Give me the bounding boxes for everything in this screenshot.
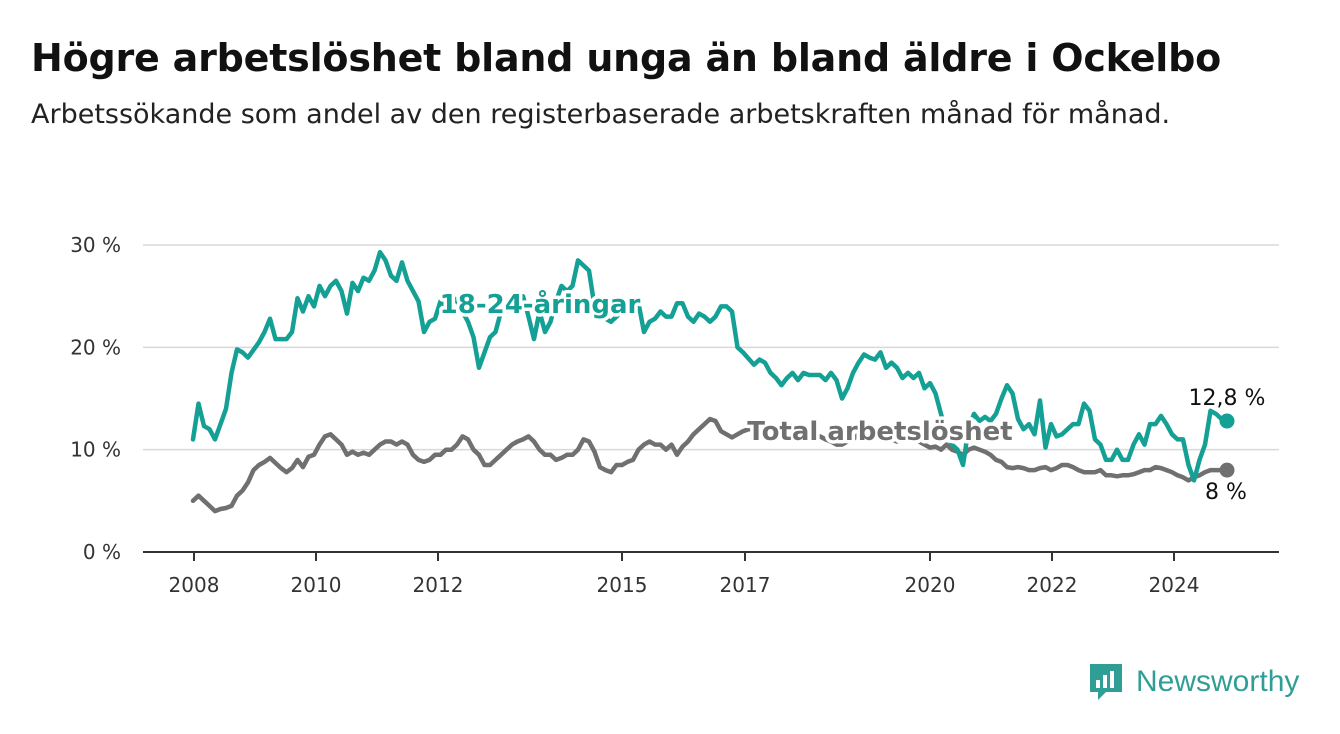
newsworthy-bars-icon (1090, 664, 1122, 700)
series-end-point (1219, 413, 1235, 429)
series-labels: 12,8 % 8 % 18-24-åringar Total arbetslöshet (436, 285, 1266, 506)
x-tick-label: 2022 (1027, 573, 1078, 597)
series-line-youth (190, 249, 1230, 483)
x-axis: 2008 2010 2012 2015 2017 2020 2022 2024 (143, 551, 1279, 597)
newsworthy-logo: Newsworthy (1088, 660, 1299, 704)
total-end-label: 8 % (1205, 480, 1247, 505)
x-tick-label: 2012 (413, 573, 464, 597)
brand-name: Newsworthy (1136, 665, 1300, 698)
grid-lines (143, 244, 1279, 451)
series-lines (190, 249, 1235, 514)
x-tick-label: 2020 (905, 573, 956, 597)
y-axis-tick-labels: 0 % 10 % 20 % 30 % (70, 233, 121, 564)
x-tick-label: 2024 (1149, 573, 1200, 597)
youth-series-label: 18-24-åringar (440, 288, 641, 320)
x-tick-label: 2008 (169, 573, 220, 597)
y-tick-label: 20 % (70, 335, 121, 359)
x-tick-label: 2017 (720, 573, 771, 597)
youth-end-label: 12,8 % (1189, 386, 1266, 411)
y-tick-label: 10 % (70, 438, 121, 462)
y-tick-label: 30 % (70, 233, 121, 257)
series-end-point (1219, 462, 1235, 478)
chart-subtitle: Arbetssökande som andel av den registerb… (31, 99, 1171, 130)
y-tick-label: 0 % (83, 540, 121, 564)
total-series-label: Total arbetslöshet (747, 417, 1012, 447)
series-line-total (190, 416, 1230, 514)
chart-title: Högre arbetslöshet bland unga än bland ä… (31, 36, 1222, 80)
x-tick-label: 2015 (597, 573, 648, 597)
x-tick-label: 2010 (291, 573, 342, 597)
